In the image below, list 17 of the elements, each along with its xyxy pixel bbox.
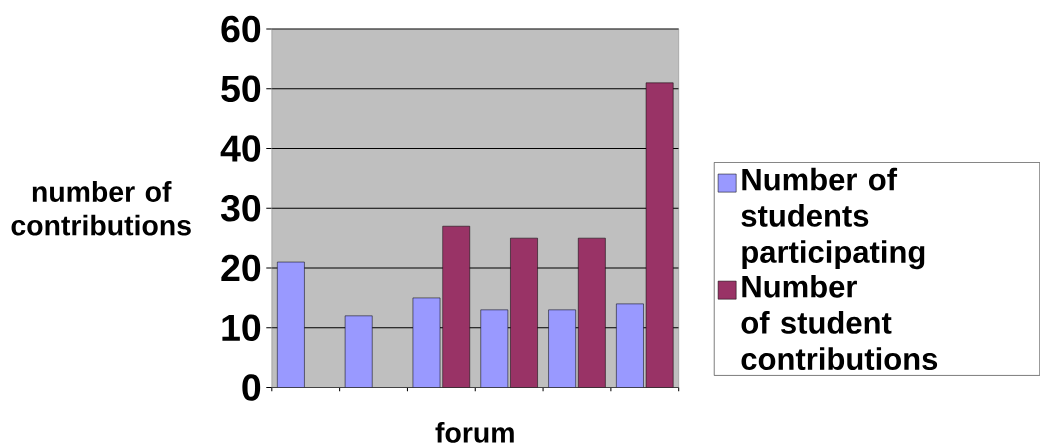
y-tick-label: 50: [221, 75, 261, 102]
bar: [277, 261, 305, 388]
bar: [616, 303, 644, 388]
y-tick-label: 40: [220, 135, 261, 162]
x-axis-title: forum: [435, 421, 514, 443]
legend-label: Number of students participating: [741, 167, 925, 270]
y-tick-label: 60: [221, 15, 261, 43]
bar: [548, 309, 576, 388]
bar: [480, 309, 509, 388]
y-tick-label: 10: [222, 314, 261, 341]
bar: [412, 297, 441, 388]
y-tick-label: 30: [220, 194, 261, 222]
bar: [344, 315, 373, 388]
y-axis-title: number of contributions: [11, 180, 191, 236]
y-tick-label: 20: [221, 254, 261, 282]
legend-label: Number of student contributions: [741, 274, 938, 370]
y-tick-label: 0: [242, 374, 261, 401]
